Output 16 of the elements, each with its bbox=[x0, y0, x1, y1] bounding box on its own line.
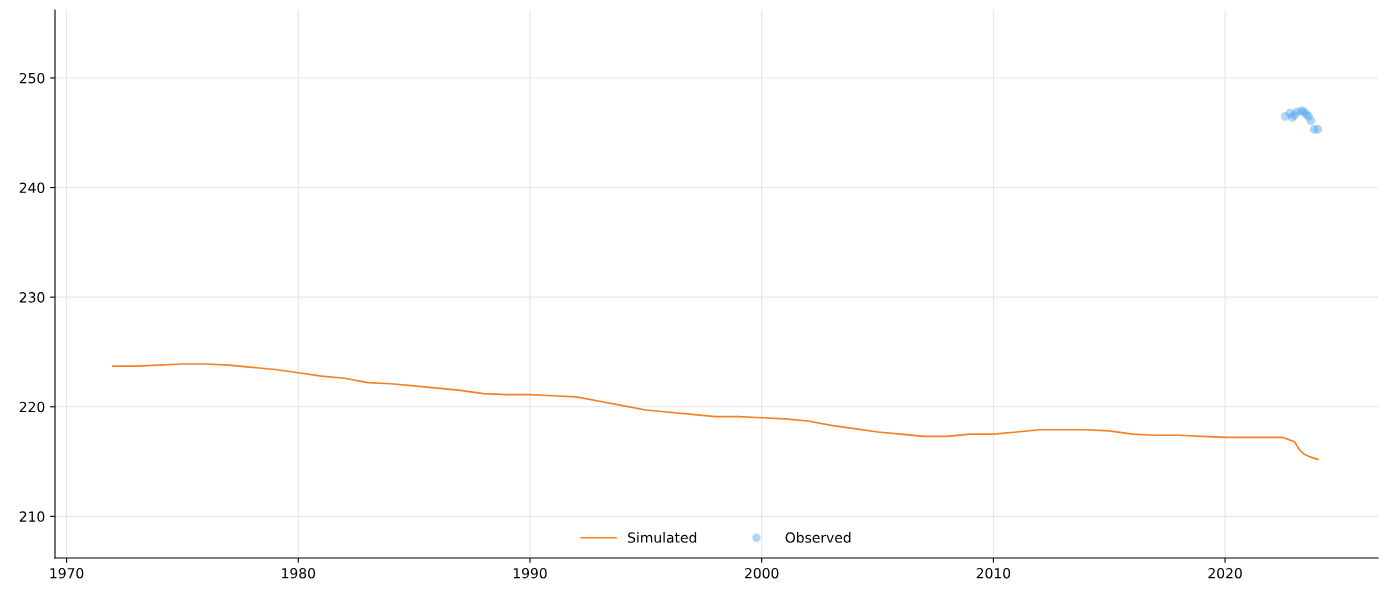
y-tick-label: 220 bbox=[19, 401, 45, 413]
y-tick-label: 230 bbox=[19, 292, 45, 303]
line-series bbox=[112, 363, 1319, 461]
y-tick-label: 250 bbox=[19, 72, 45, 84]
x-tick-label: 1980 bbox=[282, 567, 316, 579]
x-tick-label: 2000 bbox=[745, 567, 779, 579]
y-tick-label: 240 bbox=[19, 182, 45, 194]
y-tick-label: 210 bbox=[19, 511, 45, 522]
point bbox=[1313, 125, 1323, 134]
x-tick-label: 2020 bbox=[1208, 567, 1242, 579]
x-tick-label: 2010 bbox=[976, 567, 1011, 579]
legend-label: Simulated bbox=[628, 532, 697, 543]
x-tick-label: 1970 bbox=[50, 567, 84, 579]
legend-label: Observed bbox=[785, 532, 851, 543]
point bbox=[1306, 116, 1316, 126]
x-tick-label: 1990 bbox=[513, 567, 547, 579]
